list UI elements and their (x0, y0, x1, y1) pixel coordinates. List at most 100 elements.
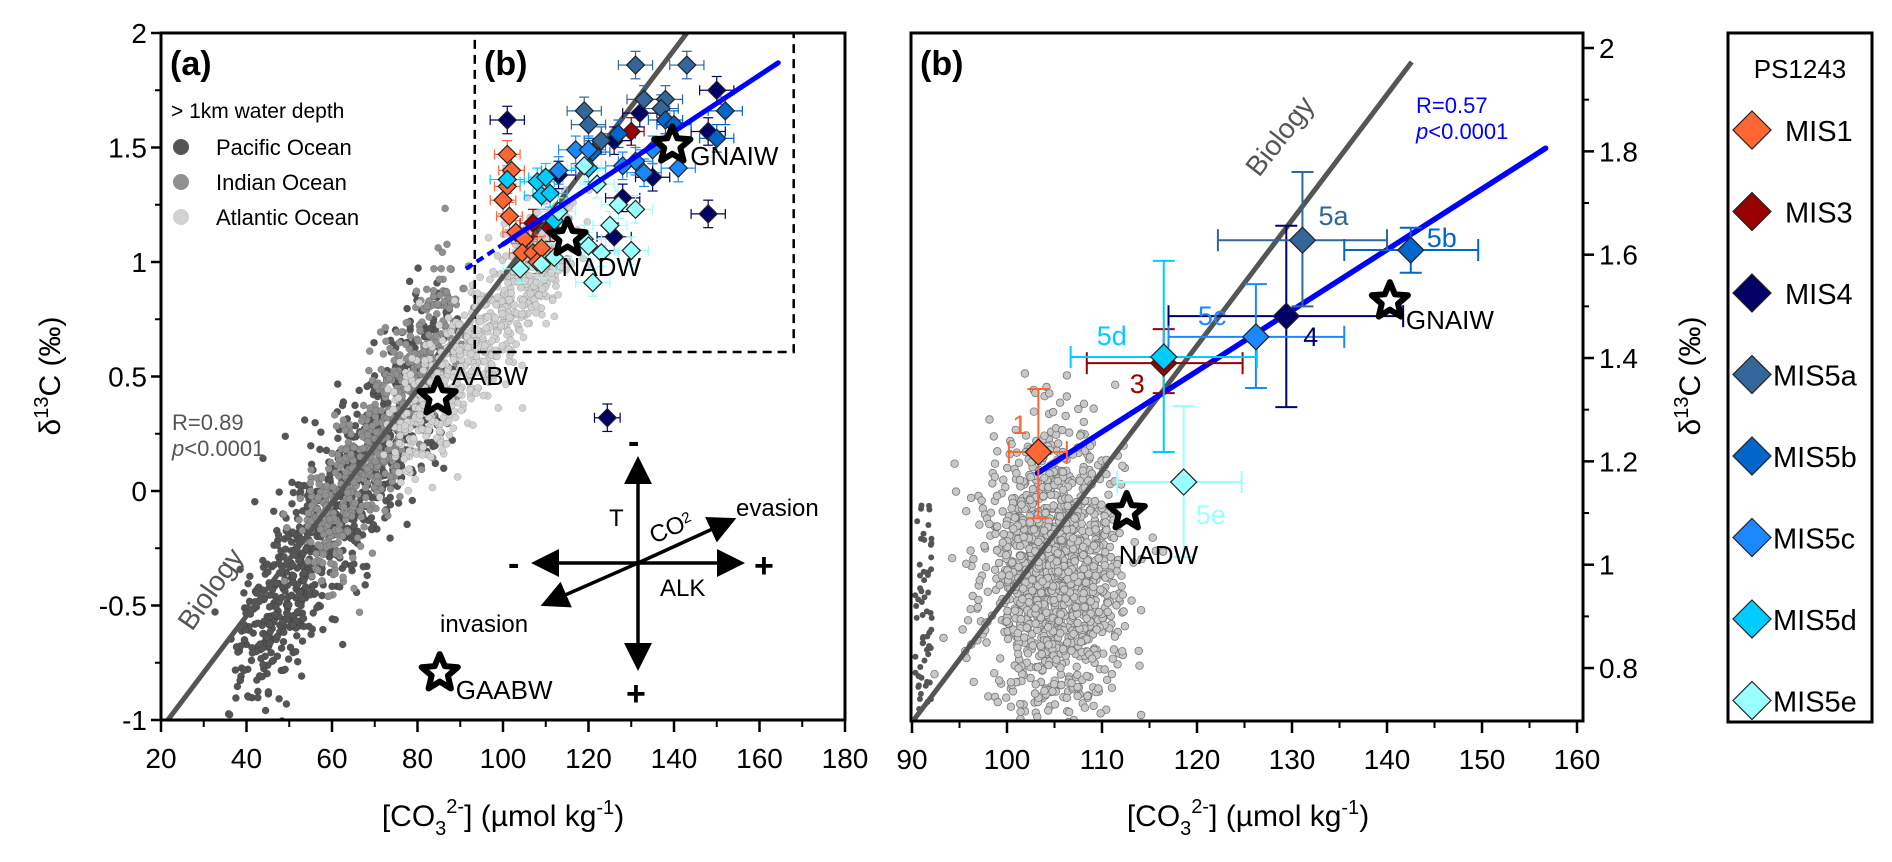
background-data-point (1053, 549, 1062, 558)
ocean-data-point (492, 328, 501, 337)
background-data-point (1026, 473, 1035, 482)
background-data-point (1108, 654, 1117, 663)
x-tick-label: 100 (480, 743, 527, 774)
background-data-point (1057, 680, 1066, 690)
ocean-data-point (498, 309, 507, 318)
background-data-point (1044, 750, 1052, 758)
legend-label-mis5a: MIS5a (1773, 361, 1858, 393)
mis-mean-label-mis3: 3 (1130, 369, 1145, 399)
biology-label: Biology (172, 542, 250, 635)
ocean-data-point (338, 401, 347, 410)
star-gnaiw (651, 123, 694, 164)
background-data-point (1107, 683, 1117, 692)
ocean-data-point (273, 541, 282, 550)
ocean-data-point (401, 378, 409, 387)
ocean-data-point (326, 458, 335, 467)
ocean-data-point (484, 378, 493, 387)
background-data-point-dark (920, 530, 927, 537)
ocean-data-point (307, 501, 316, 510)
ocean-data-point (291, 647, 300, 656)
ocean-data-point (332, 422, 341, 430)
ocean-data-point (414, 264, 422, 272)
x-tick-label-b: 110 (1080, 744, 1125, 775)
ocean-data-point (336, 462, 345, 471)
ocean-data-point (256, 640, 264, 648)
background-data-point (1070, 514, 1079, 523)
ocean-data-point (363, 571, 372, 580)
ocean-data-point (307, 465, 316, 474)
ocean-data-point (357, 417, 366, 425)
ocean-data-point (396, 492, 404, 501)
panel-b: Biology R=0.57p<0.00011345a5b5c5d5eGNAIWN… (896, 31, 1707, 840)
background-data-point (966, 546, 975, 555)
ocean-data-point (386, 493, 395, 502)
ocean-legend-label: Indian Ocean (216, 170, 347, 195)
ocean-data-point (416, 326, 424, 335)
background-data-point (1002, 693, 1011, 702)
ocean-data-point (284, 610, 292, 619)
background-data-point (981, 563, 991, 572)
background-data-point (1007, 504, 1016, 513)
background-data-point (1031, 604, 1040, 613)
background-data-point-dark (917, 585, 924, 592)
ocean-data-point (350, 443, 358, 452)
ocean-data-point (408, 496, 417, 505)
legend: PS1243 MIS1 MIS3 MIS4 MIS5a MIS5b MIS5c MIS5d MI… (1726, 31, 1874, 724)
ocean-data-point (330, 411, 339, 419)
star-label-b-gnaiw: GNAIW (1406, 305, 1495, 335)
background-data-point (948, 554, 957, 563)
ocean-data-point (449, 424, 458, 433)
legend-title: PS1243 (1754, 54, 1847, 84)
ocean-data-point (394, 394, 403, 402)
sign-minus-top: - (628, 423, 639, 461)
ocean-data-point (516, 326, 524, 335)
ocean-data-point (438, 446, 447, 455)
ocean-data-point (351, 498, 359, 507)
ocean-data-point (518, 361, 526, 370)
evasion-label: evasion (736, 495, 819, 522)
mis-point-mis4 (497, 110, 518, 130)
background-data-point (1026, 673, 1035, 683)
alkalinity-label: ALK (660, 575, 705, 602)
ocean-data-point (403, 520, 411, 529)
background-data-point (1040, 473, 1049, 482)
ocean-data-point (442, 287, 451, 296)
background-data-point (1110, 380, 1120, 389)
background-data-point (1010, 513, 1019, 522)
ocean-data-point (343, 488, 352, 497)
ocean-data-point (335, 583, 344, 591)
ocean-data-point (282, 700, 291, 708)
ocean-data-point (350, 521, 359, 530)
background-data-point (1030, 689, 1040, 698)
ocean-data-point (350, 584, 358, 593)
mis-point-mis5e (625, 199, 646, 220)
ocean-data-point (342, 445, 351, 454)
ocean-data-point (328, 582, 336, 591)
y-tick-label: 1 (131, 247, 147, 278)
ocean-data-point (273, 652, 282, 661)
background-data-point (1070, 556, 1079, 566)
background-data-point (1079, 417, 1088, 427)
ocean-data-point (281, 665, 289, 674)
ocean-data-point (467, 394, 476, 403)
ocean-data-point (267, 648, 275, 657)
ocean-data-point (296, 494, 305, 503)
background-data-point (999, 475, 1008, 484)
background-data-point (1049, 680, 1059, 689)
background-data-point (1040, 686, 1049, 695)
background-data-point (1085, 731, 1093, 739)
ocean-data-point (325, 515, 334, 524)
background-data-point (1058, 467, 1068, 477)
ocean-data-point (333, 380, 342, 388)
ocean-data-point (274, 559, 283, 568)
ocean-data-point (250, 497, 259, 506)
background-data-point (1025, 518, 1035, 527)
ocean-data-point (526, 289, 535, 298)
co2-subscript: 2 (679, 509, 694, 528)
y-label-part: 13 (1671, 397, 1693, 419)
ocean-data-point (439, 464, 448, 473)
ocean-data-point (466, 386, 475, 395)
ocean-data-point (438, 336, 447, 345)
y-tick-label-b: 0.8 (1599, 653, 1638, 684)
ocean-data-point (232, 694, 240, 702)
